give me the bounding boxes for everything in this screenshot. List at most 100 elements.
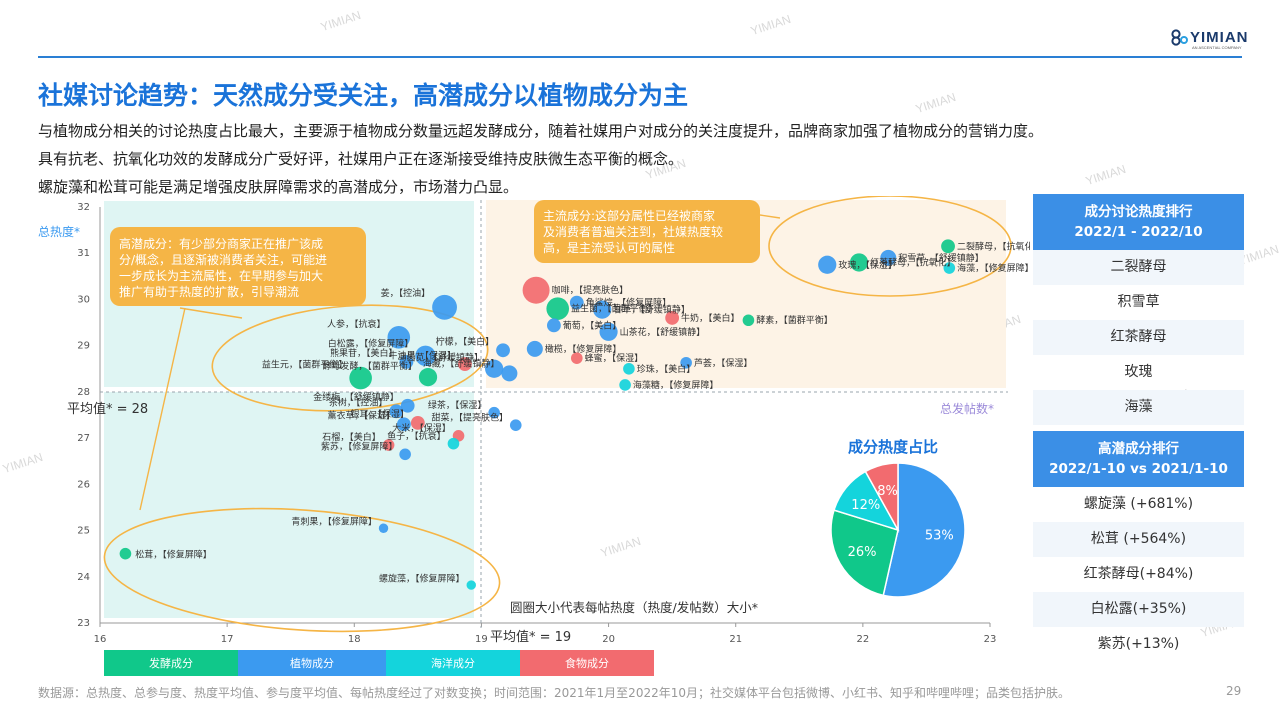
point-label: 柠檬，【美白】 bbox=[436, 335, 495, 347]
heat-ranking-panel: 成分讨论热度排行 2022/1 - 2022/10 二裂酵母 积雪草 红茶酵母 … bbox=[1033, 194, 1244, 425]
heat-ranking-item: 玫瑰 bbox=[1124, 364, 1153, 380]
logo-icon bbox=[1171, 29, 1188, 46]
callout-line: 推广有助于热度的扩散，引导潮流 bbox=[119, 284, 299, 299]
page-number: 29 bbox=[1226, 684, 1242, 698]
potential-ranking-item: 螺旋藻 (+681%) bbox=[1083, 496, 1194, 512]
potential-ranking-item: 紫苏(+13%) bbox=[1097, 636, 1180, 652]
point-label: 益生元，【菌群平衡】 bbox=[262, 359, 348, 371]
data-point bbox=[593, 300, 612, 319]
description-line-3: 螺旋藻和松茸可能是满足增强皮肤屏障需求的高潜成分，市场潜力凸显。 bbox=[38, 178, 519, 196]
point-label: 鱼子，【抗衰】 bbox=[387, 430, 446, 442]
header-rule bbox=[38, 56, 1242, 58]
point-label: 松茸，【修复屏障】 bbox=[135, 549, 212, 561]
data-points bbox=[119, 239, 956, 590]
point-label: 海藻，【修复屏障】 bbox=[957, 262, 1030, 274]
data-point bbox=[569, 295, 584, 310]
y-tick-label: 27 bbox=[77, 433, 90, 444]
pie-slice bbox=[882, 462, 966, 598]
watermark: YIMIAN bbox=[1083, 161, 1128, 189]
point-label: 茶树，【控油】 bbox=[329, 396, 388, 408]
potential-ranking-period: 2022/1-10 vs 2021/1-10 bbox=[1049, 461, 1228, 477]
data-point bbox=[415, 345, 436, 367]
scatter-chart: 16 17 18 19 20 21 22 23 23 24 25 26 27 28 29 30 31 32 二裂酵… bbox=[38, 196, 1030, 676]
pie-slice-label: 53% bbox=[925, 529, 954, 544]
legend-label: 海洋成分 bbox=[431, 656, 475, 670]
point-label: 青刺果，【修复屏障】 bbox=[291, 516, 377, 528]
callout-line: 及消费者普遍关注到，社媒热度较 bbox=[543, 224, 723, 239]
data-point bbox=[680, 356, 692, 369]
callout-line: 高潜成分：有少部分商家正在推广该成 bbox=[119, 236, 323, 251]
data-point bbox=[447, 437, 460, 450]
point-label: 海藏，【舒缓镇静】 bbox=[423, 357, 500, 369]
data-point bbox=[496, 343, 510, 358]
data-point bbox=[501, 365, 518, 382]
data-point bbox=[485, 359, 504, 378]
x-tick-label: 16 bbox=[94, 634, 107, 645]
callout-line: 高，是主流受认可的属性 bbox=[543, 240, 675, 255]
point-label: 二裂酵母，【抗氧化】 bbox=[957, 240, 1030, 252]
point-label: 薰衣草，【保湿】 bbox=[327, 409, 395, 421]
y-tick-label: 26 bbox=[77, 479, 90, 490]
callout-line: 主流成分:这部分属性已经被商家 bbox=[543, 208, 715, 223]
data-point bbox=[396, 417, 411, 432]
data-point bbox=[387, 326, 411, 349]
data-point bbox=[570, 352, 583, 364]
point-label: 海藻糖，【修复屏障】 bbox=[633, 379, 719, 391]
point-label: 芦荟，【保湿】 bbox=[694, 357, 753, 369]
legend-label: 食物成分 bbox=[565, 656, 609, 670]
point-label: 石榴，【美白】 bbox=[322, 431, 381, 443]
data-source-footnote: 数据源：总热度、总参与度、热度平均值、参与度平均值、每帖热度经过了对数变换；时间… bbox=[38, 686, 1070, 700]
y-average-label: 平均值* = 28 bbox=[67, 401, 148, 417]
point-label: 积雪草，【舒缓镇静】 bbox=[898, 252, 984, 264]
watermark: YIMIAN bbox=[913, 89, 958, 117]
point-label: 红茶酵母，【抗氧化】 bbox=[870, 256, 956, 268]
size-note: 圆圈大小代表每帖热度（热度/发帖数）大小* bbox=[510, 600, 758, 615]
heat-ranking-item: 红茶酵母 bbox=[1033, 320, 1244, 355]
heat-ranking-period: 2022/1 - 2022/10 bbox=[1074, 224, 1203, 240]
high-potential-ellipse-low bbox=[103, 507, 501, 633]
point-label: 金缕梅，【舒缓镇静】 bbox=[313, 391, 399, 403]
mainstream-ellipse bbox=[768, 196, 1012, 297]
data-point bbox=[466, 580, 476, 590]
legend-swatch bbox=[238, 650, 386, 676]
data-point bbox=[418, 367, 438, 387]
data-point bbox=[400, 398, 415, 413]
data-point bbox=[546, 297, 570, 320]
x-tick-label: 21 bbox=[729, 634, 742, 645]
y-tick-label: 32 bbox=[77, 202, 90, 213]
data-point bbox=[432, 294, 457, 320]
data-point bbox=[509, 419, 522, 431]
potential-ranking-header: 高潜成分排行 2022/1-10 vs 2021/1-10 bbox=[1033, 431, 1244, 487]
point-label: 银耳，【保湿】 bbox=[350, 408, 409, 420]
watermark: YIMIAN bbox=[748, 11, 793, 39]
data-point bbox=[941, 239, 955, 254]
mainstream-callout: 主流成分:这部分属性已经被商家 及消费者普遍关注到，社媒热度较 高，是主流受认可… bbox=[534, 200, 760, 263]
y-tick-label: 29 bbox=[77, 341, 90, 352]
data-point bbox=[547, 318, 561, 333]
brand-logo: YIMIAN AN ASCENTIAL COMPANY bbox=[1170, 28, 1249, 50]
data-point bbox=[849, 253, 869, 272]
data-point bbox=[880, 249, 897, 266]
data-point bbox=[488, 406, 500, 419]
point-label: 人参，【抗衰】 bbox=[327, 318, 386, 330]
potential-ranking-item: 白松露(+35%) bbox=[1033, 592, 1244, 627]
high-potential-low-quadrant bbox=[104, 392, 474, 618]
logo-text: YIMIAN bbox=[1190, 28, 1249, 46]
point-label: 角鲨烷，【修复屏障】 bbox=[586, 297, 672, 309]
potential-ranking-item: 松茸 (+564%) bbox=[1033, 522, 1244, 557]
point-label: 益生菌，【菌群平衡】 bbox=[571, 303, 657, 315]
point-label: 甜菜，【提亮肤色】 bbox=[431, 411, 508, 423]
point-label: 绿茶，【保湿】 bbox=[428, 399, 487, 411]
axis-ticks: 16 17 18 19 20 21 22 23 23 24 25 26 27 28 29 30 31 32 bbox=[77, 202, 996, 645]
potential-ranking-title: 高潜成分排行 bbox=[1098, 441, 1179, 457]
x-tick-label: 18 bbox=[348, 634, 361, 645]
legend-label: 发酵成分 bbox=[149, 656, 193, 670]
data-point bbox=[458, 357, 472, 372]
potential-ranking-panel: 高潜成分排行 2022/1-10 vs 2021/1-10 螺旋藻 (+681%… bbox=[1033, 431, 1244, 662]
x-axis-title: 总发帖数* bbox=[940, 401, 994, 416]
pie-chart: 53% 26% 12%8% bbox=[830, 462, 966, 598]
y-tick-label: 25 bbox=[77, 526, 90, 537]
high-potential-ellipse-mid bbox=[211, 304, 489, 412]
data-point bbox=[623, 362, 635, 375]
y-axis-title: 总热度* bbox=[38, 224, 80, 239]
